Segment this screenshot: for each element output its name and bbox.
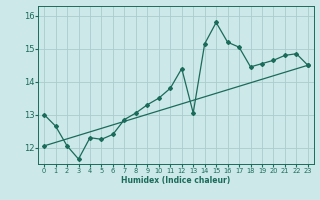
- X-axis label: Humidex (Indice chaleur): Humidex (Indice chaleur): [121, 176, 231, 185]
